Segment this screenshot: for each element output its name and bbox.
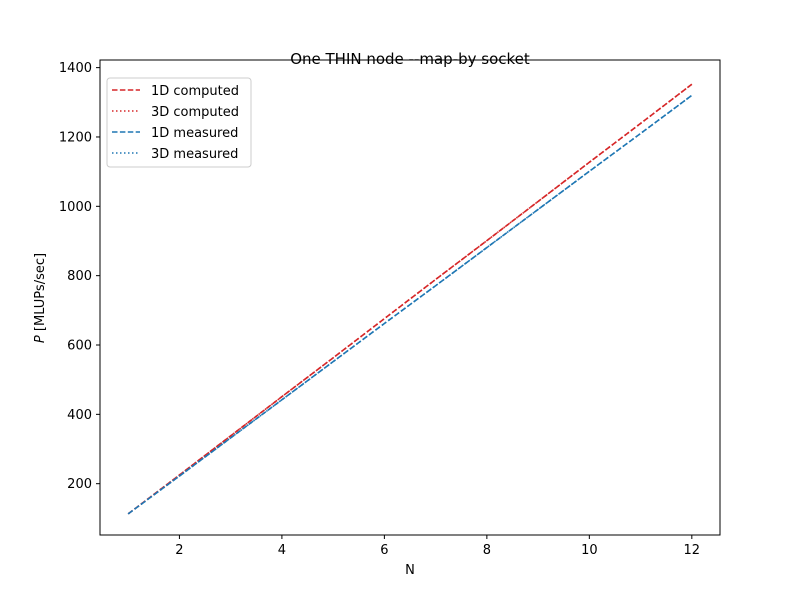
y-tick-label: 1000: [59, 200, 92, 215]
legend-box: [106, 77, 252, 168]
legend-label-3: 1D measured: [151, 126, 238, 141]
legend: 1D computed 3D computed 1D measured 3D meas…: [106, 77, 252, 168]
y-tick-label: 400: [67, 408, 92, 423]
y-tick-label: 1200: [59, 130, 92, 145]
x-tick-label: 2: [175, 543, 183, 558]
x-tick-label: 10: [581, 543, 598, 558]
y-tick-label: 1400: [59, 61, 92, 76]
x-axis-label: N: [405, 563, 415, 578]
y-tick-label: 800: [67, 269, 92, 284]
legend-label-1: 1D computed: [151, 84, 239, 99]
chart-title: One THIN node --map-by socket: [290, 50, 530, 68]
y-axis-label-symbol: P: [33, 335, 48, 343]
plot-frame: [99, 59, 721, 536]
legend-label-4: 3D measured: [151, 147, 238, 162]
x-tick-label: 8: [483, 543, 491, 558]
y-axis-label-units: [MLUPs/sec]: [33, 253, 48, 335]
y-axis-ticks: 200 400 600 800 1000 1200 1400: [59, 61, 100, 492]
legend-label-2: 3D computed: [151, 105, 239, 120]
y-tick-label: 600: [67, 339, 92, 354]
x-axis-ticks: 2 4 6 8 10 12: [175, 535, 700, 558]
series-layer: [127, 83, 693, 515]
y-axis-label: P [MLUPs/sec]: [33, 253, 48, 343]
x-tick-label: 12: [684, 543, 701, 558]
series-line-4: [127, 94, 693, 515]
x-tick-label: 4: [278, 543, 286, 558]
y-tick-label: 200: [67, 477, 92, 492]
x-tick-label: 6: [380, 543, 388, 558]
